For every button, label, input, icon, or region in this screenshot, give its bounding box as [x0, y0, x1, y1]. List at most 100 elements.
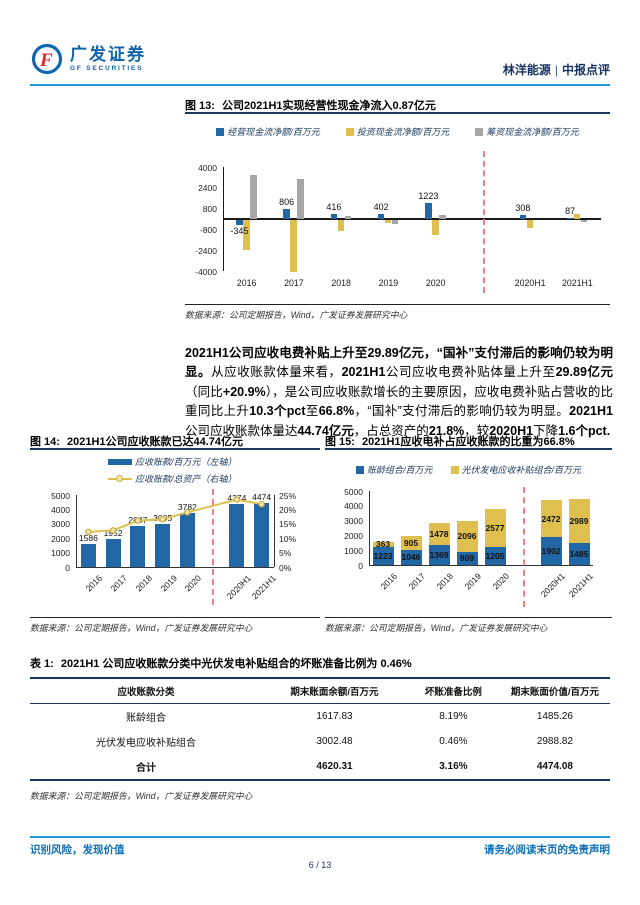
figure-13-source: 数据来源：公司定期报告，Wind，广发证券发展研究中心 — [185, 310, 408, 320]
legend-swatch-blue — [216, 127, 225, 136]
figure-13-bottom-rule — [185, 304, 610, 306]
cell: 8.19% — [439, 711, 468, 722]
cell: 光伏发电应收补贴组合 — [96, 738, 196, 749]
table-1-title-text: 2021H1 公司应收账款分类中光伏发电补贴组合的坏账准备比例为 0.46% — [60, 658, 412, 670]
y-tick-label: -4000 — [195, 266, 217, 277]
bar-value-label: 402 — [373, 201, 389, 212]
figure-15-legend: 账龄组合/百万元 光伏发电应收补贴组合/百万元 — [325, 463, 612, 476]
bar-receivables — [155, 523, 171, 567]
figure-15-source: 数据来源：公司定期报告，Wind，广发证券发展研究中心 — [325, 623, 548, 633]
header-separator: | — [554, 63, 558, 77]
legend-swatch-yellow — [450, 465, 459, 474]
legend-item-pv-subsidy: 光伏发电应收补贴组合/百万元 — [450, 463, 581, 476]
x-tick-label: 2019 — [462, 571, 484, 592]
bar-operating-cashflow — [425, 203, 432, 219]
legend-label: 筹资现金流净额/百万元 — [486, 127, 579, 137]
bar-financing-cashflow — [439, 215, 446, 219]
y-tick-label-left: 1000 — [51, 548, 70, 559]
stock-name: 林洋能源 — [502, 63, 551, 77]
paragraph-segment: 2021H1公司应收电费补贴上升至29.89亿元，“国补”支付滞后的影响仍较为明… — [185, 345, 613, 380]
report-type: 中报点评 — [561, 63, 610, 77]
period-separator-line — [212, 489, 215, 605]
x-tick-label: 2020H1 — [538, 571, 568, 600]
segment-value-label: 905 — [403, 537, 419, 548]
legend-label: 账龄组合/百万元 — [366, 465, 433, 475]
table-1-section: 表 1: 2021H1 公司应收账款分类中光伏发电补贴组合的坏账准备比例为 0.4… — [30, 655, 610, 802]
cell: 1485.26 — [536, 711, 573, 722]
cell: 3002.48 — [316, 736, 353, 747]
paragraph-segment: ），是公司应收账款增长的主要原因，应收电费补贴占营收的比重同比上升 — [185, 384, 613, 419]
bar-value-label: -345 — [230, 226, 249, 237]
cell: 3.16% — [439, 761, 468, 772]
figure-13-legend: 经营现金流净额/百万元 投资现金流净额/百万元 筹资现金流净额/百万元 — [185, 125, 610, 138]
y-tick-label: 0 — [358, 560, 363, 571]
paragraph-segment: 1.6个pct. — [558, 423, 611, 438]
figure-15-title-text: 2021H1应收电补占应收账款的比重为66.8% — [361, 436, 575, 448]
y-tick-label-right: 25% — [279, 490, 297, 501]
figure-14-bottom-rule — [30, 617, 320, 619]
bar-aging-segment — [540, 536, 562, 565]
figure-13-title-rule — [185, 112, 610, 114]
x-tick-label: 2019 — [158, 573, 179, 594]
logo-cn-text: 广发证券 — [70, 44, 146, 64]
bar-operating-cashflow — [377, 213, 385, 219]
paragraph-segment: 下降 — [533, 423, 559, 438]
legend-swatch-line — [108, 475, 132, 482]
figure-15-label: 图 15: — [325, 436, 355, 448]
x-tick-label: 2016 — [378, 571, 400, 592]
bar-aging-segment — [456, 551, 478, 565]
segment-value-label: 1485 — [569, 549, 589, 559]
bar-investing-cashflow — [573, 214, 581, 219]
paragraph-segment: 29.89亿元 — [555, 365, 613, 379]
y-tick-label-right: 15% — [279, 519, 297, 530]
bar-operating-cashflow — [330, 213, 338, 219]
bar-value-label: 4474 — [252, 491, 272, 502]
y-tick-label-right: 20% — [279, 504, 297, 515]
bar-aging-segment — [372, 546, 394, 565]
bar-aging-segment — [428, 544, 450, 565]
legend-label: 投资现金流净额/百万元 — [356, 127, 450, 137]
bar-operating-cashflow — [283, 208, 290, 219]
y2-axis-line — [274, 495, 275, 567]
y-axis-line — [76, 495, 77, 567]
legend-item-financing: 筹资现金流净额/百万元 — [475, 125, 579, 138]
paragraph-segment: 公司应收账款体量达 — [185, 423, 298, 438]
x-tick-label: 2016 — [83, 573, 105, 594]
body-paragraph: 2021H1公司应收电费补贴上升至29.89亿元，“国补”支付滞后的影响仍较为明… — [185, 344, 613, 442]
table-row: 账龄组合 1617.83 8.19% 1485.26 — [30, 704, 610, 730]
y-tick-label-left: 2000 — [51, 533, 70, 544]
period-separator-line — [482, 151, 485, 293]
bar-aging-segment — [484, 547, 506, 565]
y-tick-label: 4000 — [198, 162, 217, 173]
bar-pv-subsidy-segment — [428, 522, 450, 545]
zero-axis-line — [223, 218, 601, 221]
bar-receivables — [130, 526, 146, 567]
table-row: 光伏发电应收补贴组合 3002.48 0.46% 2988.82 — [30, 729, 610, 754]
paragraph-segment: 从应收账款体量来看， — [211, 365, 342, 379]
ratio-line-series — [85, 496, 265, 536]
paragraph-segment: 44.74亿元 — [297, 423, 354, 438]
bar-operating-cashflow — [566, 217, 574, 219]
bar-value-label: 806 — [279, 196, 295, 207]
cell: 合计 — [136, 763, 156, 774]
y-tick-label-left: 0 — [65, 562, 70, 573]
x-tick-label: 2017 — [284, 278, 304, 288]
x-tick-label: 2019 — [378, 278, 399, 288]
paragraph-segment: +20.9% — [222, 384, 266, 399]
footer-slogan: 识别风险，发现价值 — [30, 844, 125, 856]
y-tick-label-right: 10% — [279, 533, 297, 544]
cell: 账龄组合 — [126, 713, 166, 724]
legend-label: 应收账款/百万元（左轴） — [135, 457, 237, 467]
paragraph-segment: 公司应收电费补贴体量上升至 — [385, 365, 556, 379]
bar-value-label: 1586 — [78, 533, 98, 544]
y-tick-label: 5000 — [344, 486, 363, 497]
segment-value-label: 909 — [459, 553, 475, 564]
bar-investing-cashflow — [384, 220, 392, 223]
bar-financing-cashflow — [344, 215, 352, 219]
report-header-title: 林洋能源 | 中报点评 — [503, 61, 610, 78]
paragraph-segment: （同比 — [185, 384, 223, 399]
y-tick-label: 2000 — [344, 530, 363, 541]
paragraph-segment: 10.3个pct — [249, 404, 306, 418]
legend-line-marker — [116, 475, 123, 482]
